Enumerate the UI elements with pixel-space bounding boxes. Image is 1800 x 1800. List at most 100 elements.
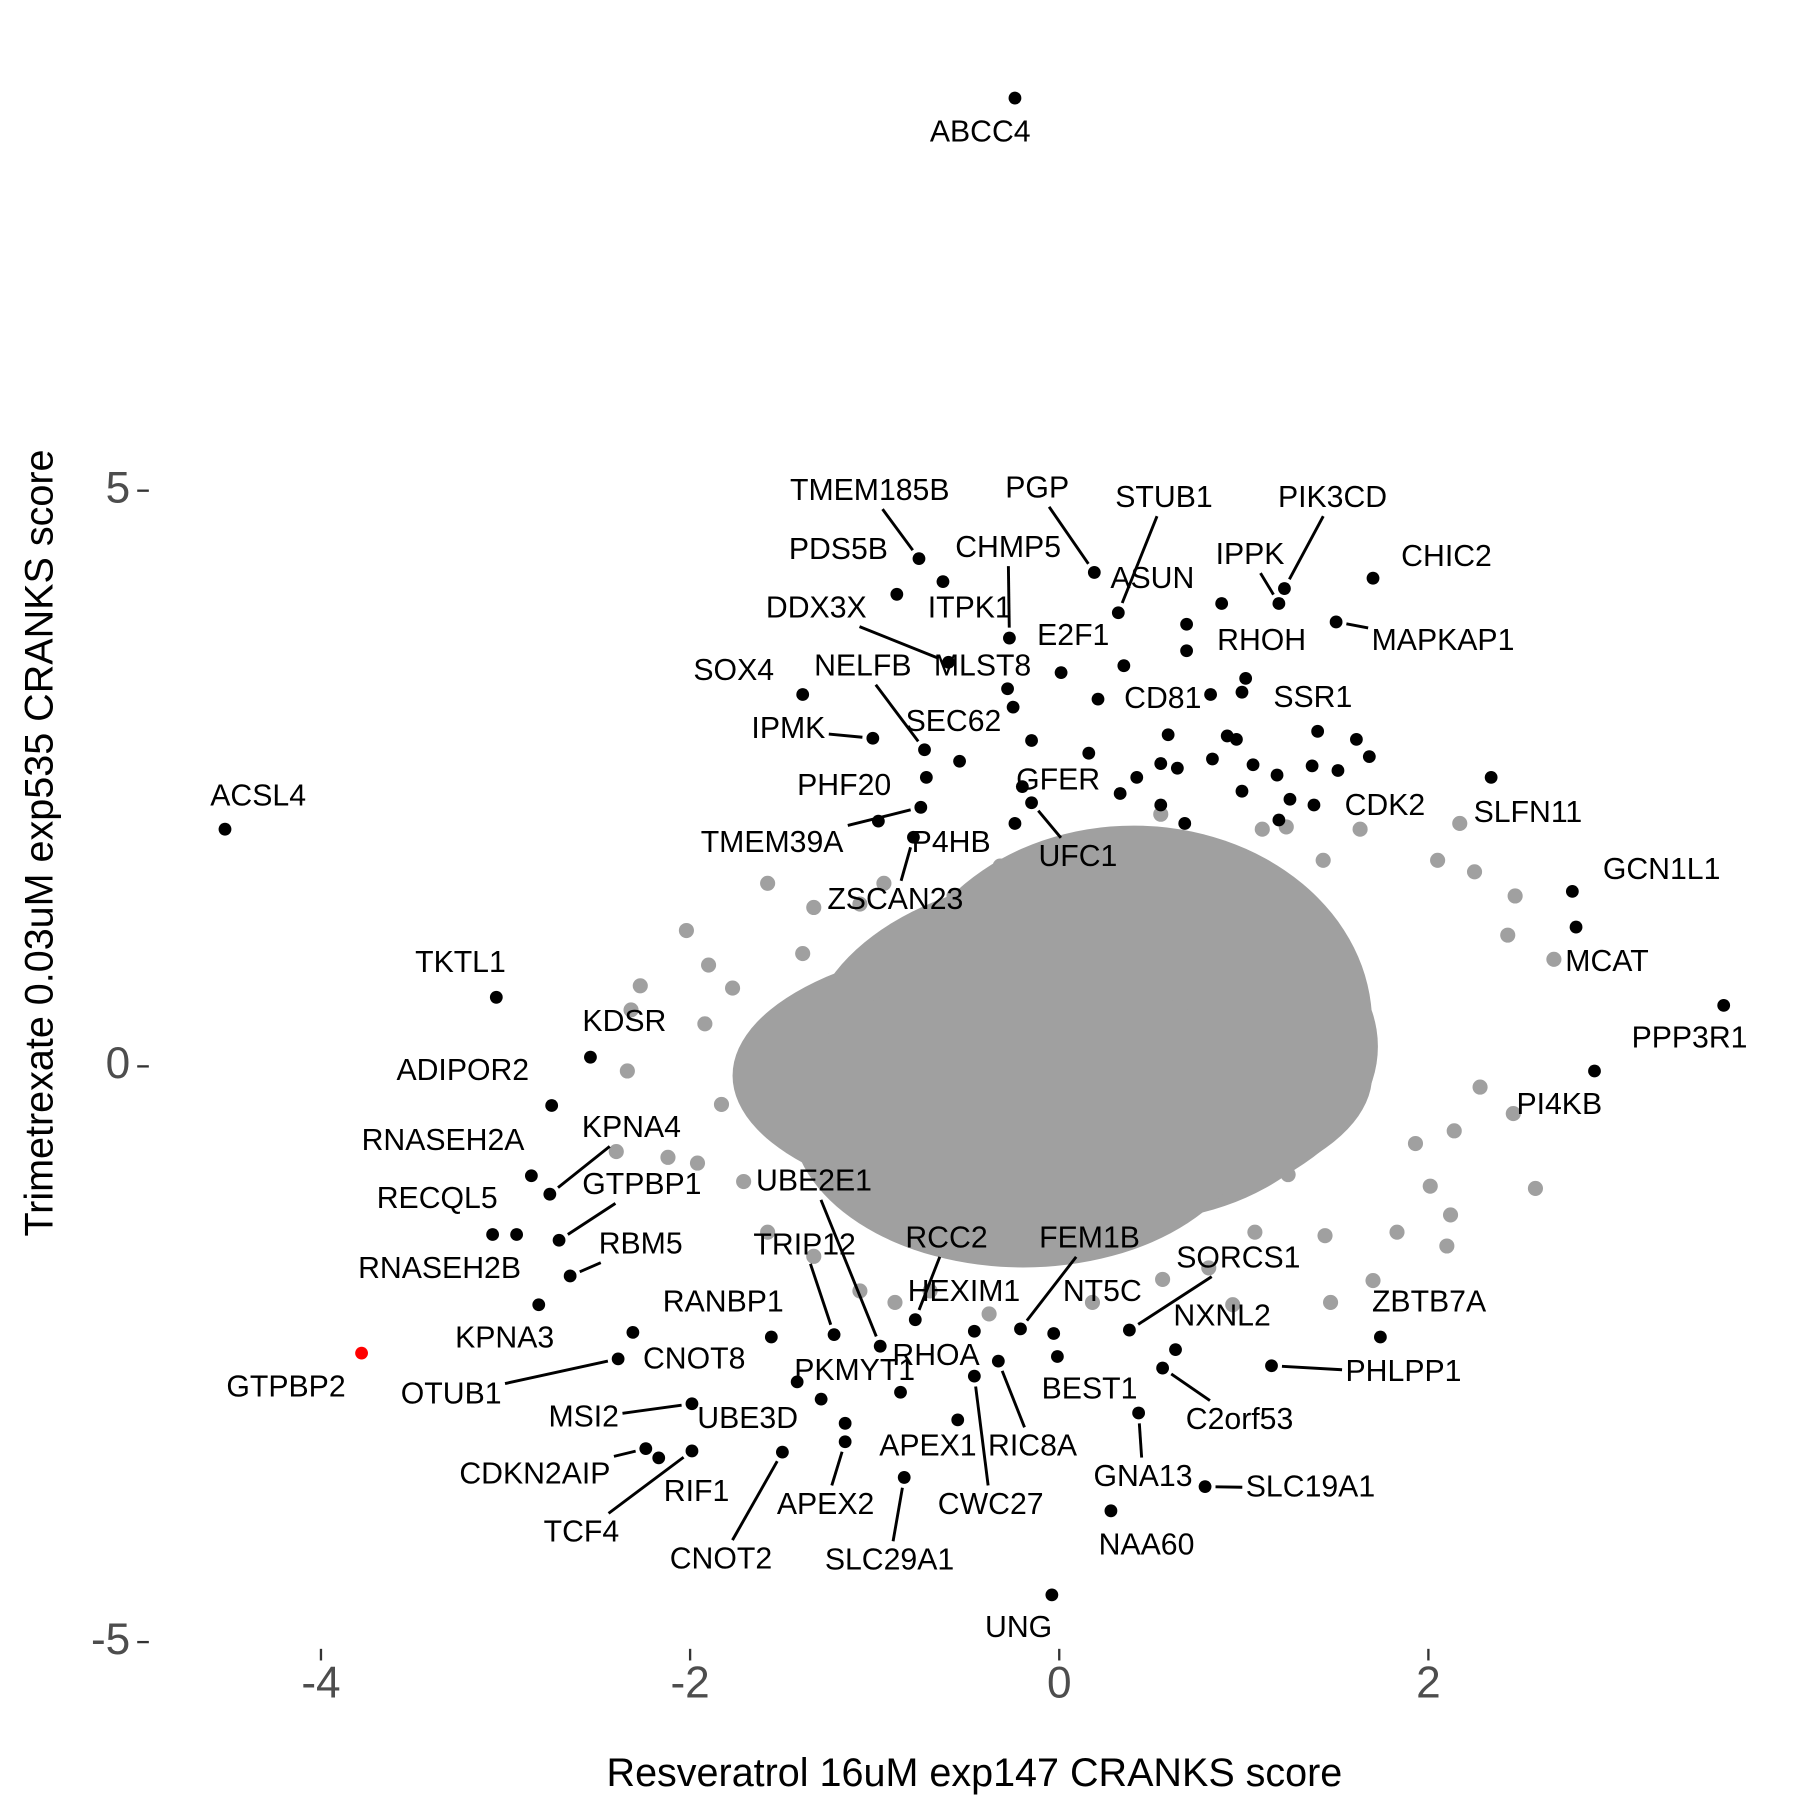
- point: [355, 1346, 368, 1360]
- point-label: HEXIM1: [908, 1275, 1021, 1308]
- leader-line: [917, 1256, 942, 1311]
- leader-line: [809, 1263, 833, 1326]
- point: [1156, 1361, 1170, 1375]
- point: [697, 1016, 713, 1032]
- point: [1180, 644, 1193, 658]
- point: [1283, 792, 1297, 806]
- x-axis-title: Resveratrol 16uM exp147 CRANKS score: [607, 1751, 1343, 1795]
- point-label: MLST8: [934, 649, 1031, 682]
- point: [1452, 815, 1468, 831]
- point: [552, 1233, 566, 1247]
- point: [626, 1325, 640, 1339]
- point: [1082, 746, 1096, 760]
- point: [1366, 571, 1380, 585]
- point: [619, 1063, 635, 1079]
- point-label: GCN1L1: [1603, 853, 1721, 886]
- point-label: CNOT8: [643, 1342, 745, 1375]
- point: [1003, 631, 1016, 645]
- point: [1225, 1297, 1241, 1313]
- point: [543, 1187, 557, 1201]
- labels-layer: ABCC4 ACSL4 TKTL1 KDSR ADIPOR2 RNASEH2A KPNA4 G…: [210, 116, 1747, 1644]
- leader-line: [819, 1199, 878, 1338]
- point-label: NELFB: [814, 649, 911, 682]
- point-label: TRIP12: [753, 1228, 855, 1261]
- leader-line: [1137, 1423, 1144, 1458]
- point: [1430, 852, 1446, 868]
- point-label: GTPBP2: [226, 1370, 345, 1403]
- point-label: RHOA: [892, 1339, 980, 1372]
- point: [608, 1144, 624, 1160]
- point: [1362, 750, 1376, 764]
- leader-line: [613, 1449, 636, 1458]
- point: [1442, 1207, 1459, 1223]
- point: [1500, 927, 1516, 943]
- point-label: CNOT2: [670, 1542, 772, 1575]
- point: [992, 858, 1008, 874]
- point: [725, 980, 741, 996]
- point: [1154, 798, 1168, 812]
- leader-line: [579, 1261, 602, 1274]
- point: [660, 1149, 676, 1165]
- point-label: PDS5B: [789, 533, 888, 566]
- point: [652, 1451, 666, 1465]
- point-label: SLC19A1: [1246, 1470, 1375, 1503]
- point-label: ADIPOR2: [396, 1054, 529, 1087]
- point: [1225, 852, 1241, 868]
- point: [510, 1228, 524, 1241]
- leader-line: [1000, 1370, 1026, 1428]
- point: [1272, 813, 1286, 827]
- point: [890, 587, 904, 601]
- leader-line: [1047, 506, 1090, 565]
- point: [1280, 1167, 1296, 1183]
- point-label: STUB1: [1115, 481, 1212, 514]
- point: [1045, 1588, 1059, 1602]
- point-label: CDKN2AIP: [459, 1458, 610, 1491]
- point: [1161, 728, 1175, 742]
- point-label: ITPK1: [928, 591, 1012, 624]
- point-label: BEST1: [1042, 1373, 1138, 1406]
- point-label: CHIC2: [1401, 540, 1492, 573]
- point: [1307, 798, 1321, 812]
- point: [1230, 732, 1243, 746]
- point: [1278, 582, 1291, 595]
- point: [827, 1328, 841, 1342]
- point: [806, 1248, 822, 1264]
- leader-line: [881, 508, 914, 552]
- point: [1180, 617, 1193, 631]
- point: [1507, 888, 1523, 904]
- leader-line: [731, 1460, 779, 1541]
- leader-line: [828, 732, 863, 739]
- leader-line: [567, 1202, 617, 1236]
- leader-line: [974, 1386, 990, 1486]
- point-label: RIF1: [664, 1475, 729, 1508]
- point: [1025, 734, 1038, 747]
- x-tick-label: -2: [670, 1659, 709, 1708]
- point: [1505, 1106, 1521, 1122]
- point-label: IPMK: [751, 712, 825, 745]
- point-label: PPP3R1: [1632, 1022, 1748, 1055]
- point: [545, 1099, 559, 1112]
- point: [1247, 1224, 1263, 1240]
- point: [967, 1324, 981, 1338]
- point: [1331, 764, 1345, 777]
- point: [486, 1228, 500, 1241]
- point: [532, 1298, 546, 1312]
- point-label: MCAT: [1565, 945, 1648, 978]
- point: [685, 1397, 699, 1411]
- point: [953, 754, 966, 768]
- point: [1569, 920, 1583, 934]
- point: [1329, 615, 1343, 629]
- point: [918, 743, 931, 757]
- leader-line: [1281, 1364, 1343, 1372]
- point: [1317, 1228, 1333, 1244]
- point-label: CDK2: [1345, 789, 1426, 822]
- point: [942, 655, 955, 669]
- point-label: NAA60: [1099, 1528, 1195, 1561]
- leader-line: [899, 846, 912, 882]
- point: [1466, 864, 1483, 880]
- leader-line: [607, 1456, 685, 1515]
- point: [838, 1416, 852, 1430]
- point-label: IPPK: [1216, 538, 1285, 571]
- point: [1215, 597, 1229, 610]
